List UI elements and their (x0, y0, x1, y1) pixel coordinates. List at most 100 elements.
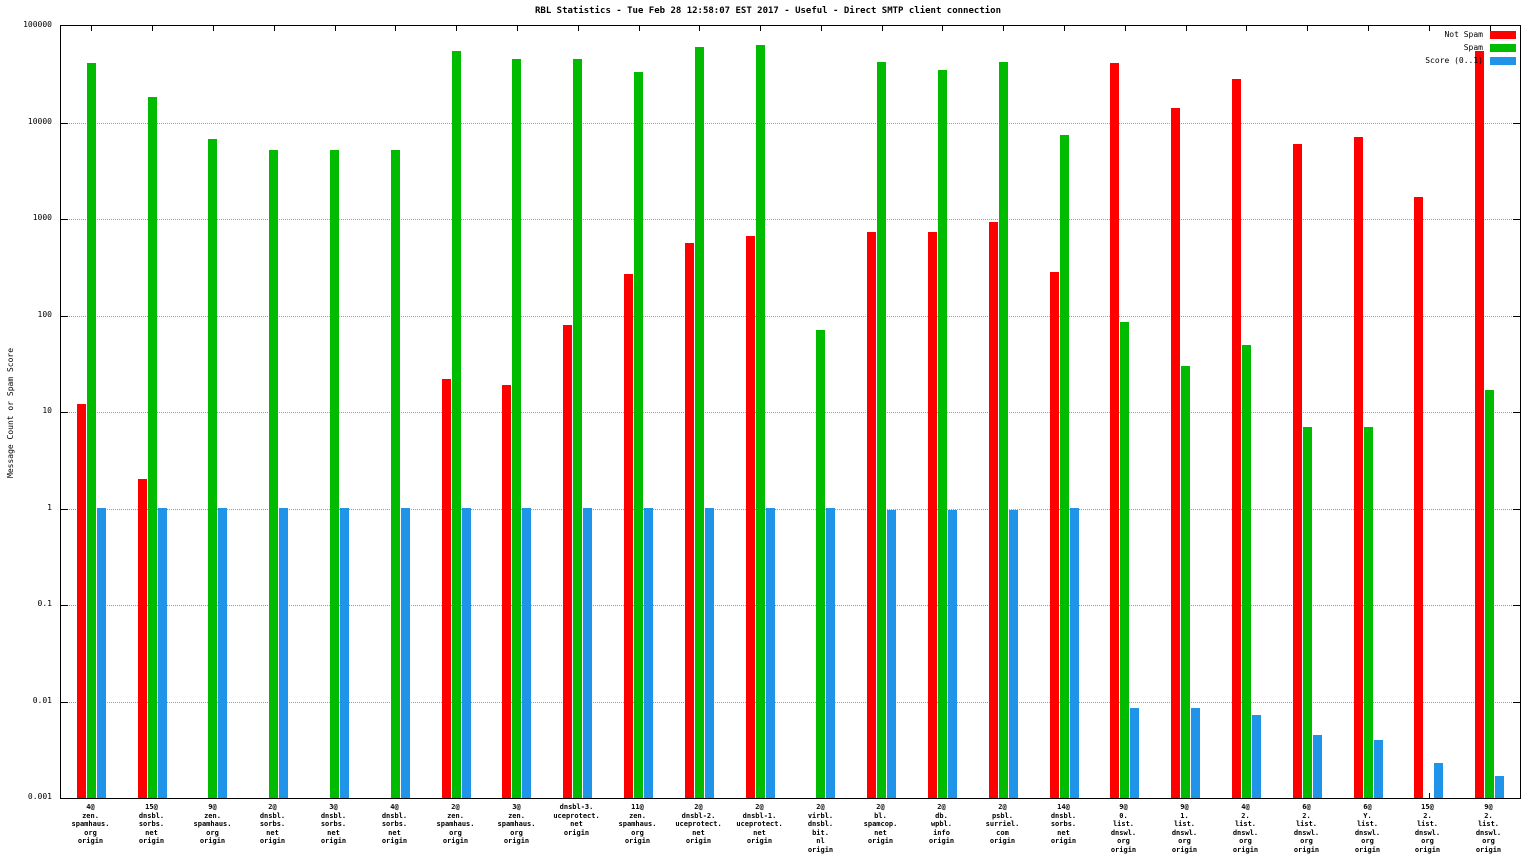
bar-spam (999, 62, 1008, 798)
x-tick-label: 2@ dnsbl-1. uceprotect. net origin (736, 803, 783, 845)
y-axis-tick (61, 509, 68, 510)
bar-not-spam (1354, 137, 1363, 798)
y-axis-tick (61, 412, 68, 413)
gridline (61, 316, 1520, 317)
y-tick-label: 10 (42, 406, 52, 415)
x-tick-label: 4@ zen. spamhaus. org origin (71, 803, 110, 845)
bar-not-spam (989, 222, 998, 798)
bar-spam (330, 150, 339, 798)
y-axis-tick (1513, 605, 1520, 606)
x-axis-tick (395, 26, 396, 31)
legend-label: Spam (1463, 43, 1483, 52)
bar-spam (391, 150, 400, 798)
bar-spam (1181, 366, 1190, 798)
legend-swatch-score-0-1 (1490, 56, 1516, 65)
x-tick-label: 14@ dnsbl. sorbs. net origin (1050, 803, 1077, 845)
x-axis-tick (1246, 26, 1247, 31)
x-axis-tick (91, 26, 92, 31)
x-tick-label: 2@ virbl. dnsbl. bit. nl origin (807, 803, 834, 854)
bar-score-0-1 (279, 508, 288, 798)
x-tick-label: 2@ psbl. surriel. com origin (985, 803, 1020, 845)
bar-spam (87, 63, 96, 798)
x-tick-label: 3@ zen. spamhaus. org origin (497, 803, 536, 845)
x-tick-label: 3@ dnsbl. sorbs. net origin (320, 803, 347, 845)
x-tick-label: 9@ 0. list. dnswl. org origin (1110, 803, 1137, 854)
bar-spam (1060, 135, 1069, 798)
x-tick-label: 2@ bl. spamcop. net origin (863, 803, 898, 845)
bar-spam (1303, 427, 1312, 798)
legend-item-score-0-1: Score (0..1) (1425, 56, 1516, 65)
bar-score-0-1 (462, 508, 471, 798)
y-axis-tick (1513, 702, 1520, 703)
legend-swatch-not-spam (1490, 30, 1516, 39)
bar-spam (1120, 322, 1129, 798)
bar-score-0-1 (1495, 776, 1504, 798)
legend-item-not-spam: Not Spam (1444, 30, 1516, 39)
bar-spam (512, 59, 521, 798)
y-axis-tick (1513, 509, 1520, 510)
bar-score-0-1 (766, 508, 775, 798)
y-tick-label: 1000 (32, 213, 52, 222)
bar-spam (756, 45, 765, 798)
x-axis-tick (335, 26, 336, 31)
y-tick-label: 100000 (23, 20, 52, 29)
bar-score-0-1 (644, 508, 653, 798)
x-axis-tick (578, 26, 579, 31)
legend: Not Spam Spam Score (0..1) (1425, 30, 1516, 65)
y-tick-label: 100 (37, 310, 52, 319)
bar-spam (1364, 427, 1373, 798)
y-axis-tick (1513, 412, 1520, 413)
bar-not-spam (1232, 79, 1241, 798)
chart-title: RBL Statistics - Tue Feb 28 12:58:07 EST… (535, 6, 1001, 16)
y-tick-label: 0.001 (27, 792, 52, 801)
x-axis-tick (699, 26, 700, 31)
bar-score-0-1 (340, 508, 349, 798)
bar-spam (877, 62, 886, 798)
bar-not-spam (624, 274, 633, 798)
bar-not-spam (138, 479, 147, 798)
x-axis-tick (1125, 26, 1126, 31)
bar-spam (452, 51, 461, 798)
bar-not-spam (1171, 108, 1180, 798)
x-axis-tick (1064, 26, 1065, 31)
bar-spam (208, 139, 217, 798)
gridline (61, 123, 1520, 124)
y-tick-label: 0.1 (37, 599, 52, 608)
bar-not-spam (867, 232, 876, 798)
bar-not-spam (442, 379, 451, 798)
y-axis-tick (1513, 219, 1520, 220)
x-axis-tick (1003, 26, 1004, 31)
bar-not-spam (685, 243, 694, 798)
bar-spam (695, 47, 704, 798)
x-tick-label: 4@ 2. list. dnswl. org origin (1232, 803, 1259, 854)
bar-score-0-1 (158, 508, 167, 798)
x-axis-tick (1368, 26, 1369, 31)
bar-not-spam (1475, 51, 1484, 798)
bar-score-0-1 (1009, 510, 1018, 798)
gridline (61, 702, 1520, 703)
bar-not-spam (1414, 197, 1423, 798)
x-tick-label: 9@ zen. spamhaus. org origin (193, 803, 232, 845)
bar-not-spam (1050, 272, 1059, 798)
bar-score-0-1 (826, 508, 835, 798)
bar-score-0-1 (97, 508, 106, 798)
bar-score-0-1 (218, 508, 227, 798)
x-tick-label: 11@ zen. spamhaus. org origin (618, 803, 657, 845)
gridline (61, 219, 1520, 220)
x-tick-label: 15@ dnsbl. sorbs. net origin (138, 803, 165, 845)
bar-spam (573, 59, 582, 798)
bar-not-spam (502, 385, 511, 798)
bar-score-0-1 (1252, 715, 1261, 798)
y-axis-tick (61, 123, 68, 124)
gridline (61, 605, 1520, 606)
bar-score-0-1 (1374, 740, 1383, 798)
bar-not-spam (1293, 144, 1302, 798)
y-tick-label: 10000 (27, 117, 52, 126)
y-axis-tick (61, 605, 68, 606)
x-tick-label: 15@ 2. list. dnswl. org origin (1414, 803, 1441, 854)
bar-not-spam (563, 325, 572, 798)
y-axis-tick (1513, 316, 1520, 317)
x-axis-tick (274, 26, 275, 31)
bar-score-0-1 (705, 508, 714, 798)
x-axis-tick (639, 26, 640, 31)
